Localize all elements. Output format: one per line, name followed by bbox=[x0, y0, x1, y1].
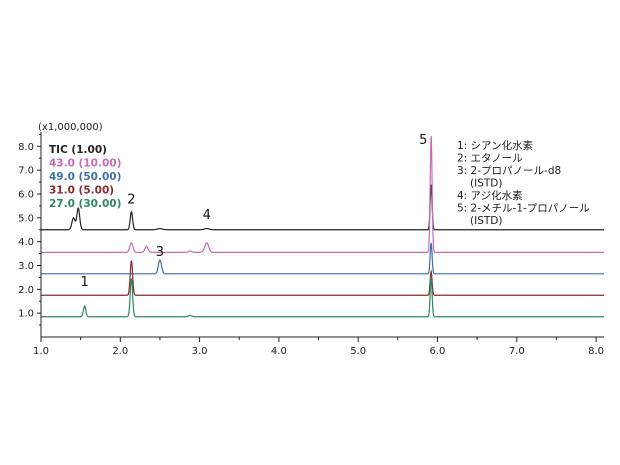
y-scale-label: (x1,000,000) bbox=[38, 122, 103, 133]
trace-1 bbox=[41, 136, 604, 253]
x-tick-label: 8.0 bbox=[588, 346, 604, 357]
x-tick-label: 7.0 bbox=[509, 346, 525, 357]
x-tick-label: 2.0 bbox=[112, 346, 128, 357]
annotation-line: 3: 2-プロパノール-d8 bbox=[457, 165, 561, 177]
y-tick-label: 5.0 bbox=[18, 213, 34, 224]
y-tick-label: 2.0 bbox=[18, 285, 34, 296]
legend: TIC (1.00) 43.0 (10.00)49.0 (50.00) 31.0 (… bbox=[49, 144, 121, 210]
x-tick-label: 6.0 bbox=[430, 346, 446, 357]
x-axis-ticks: 1.0 2.0 3.0 4.0 5.0 6.0 7.0 8.0 bbox=[33, 337, 604, 357]
annotation-line: 4: アジ化水素 bbox=[457, 189, 523, 202]
y-tick-label: 3.0 bbox=[18, 261, 34, 272]
peak-label: 4 bbox=[203, 208, 211, 223]
legend-entry: 43.0 (10.00) bbox=[49, 158, 121, 170]
x-tick-label: 4.0 bbox=[271, 346, 287, 357]
legend-entry: 49.0 (50.00) bbox=[49, 171, 121, 183]
chromatogram-traces bbox=[41, 136, 604, 318]
peak-label: 2 bbox=[127, 193, 135, 208]
y-tick-label: 1.0 bbox=[18, 309, 34, 320]
trace-3 bbox=[41, 260, 604, 296]
y-tick-label: 4.0 bbox=[18, 237, 34, 248]
legend-entry: TIC (1.00) bbox=[49, 144, 107, 156]
peak-labels: 1 2 3 4 5 bbox=[80, 133, 427, 290]
trace-2 bbox=[41, 242, 604, 275]
peak-label: 5 bbox=[419, 133, 427, 148]
y-tick-label: 7.0 bbox=[18, 166, 34, 177]
annotation-line: 2: エタノール bbox=[457, 153, 523, 165]
x-tick-label: 5.0 bbox=[350, 346, 366, 357]
annotation-line: (ISTD) bbox=[470, 178, 502, 190]
legend-entry: 31.0 (5.00) bbox=[49, 185, 114, 197]
annotation-line: 5: 2-メチル-1-プロパノール bbox=[457, 203, 590, 215]
y-tick-label: 6.0 bbox=[18, 189, 34, 200]
trace-4 bbox=[41, 277, 604, 318]
peak-label: 1 bbox=[80, 275, 88, 290]
trace-0 bbox=[41, 184, 604, 231]
y-tick-label: 8.0 bbox=[18, 142, 34, 153]
legend-entry: 27.0 (30.00) bbox=[49, 198, 121, 210]
x-tick-label: 1.0 bbox=[33, 346, 49, 357]
annotation-line: (ISTD) bbox=[470, 215, 502, 227]
peak-label: 3 bbox=[156, 245, 164, 260]
annotation-line: 1: シアン化水素 bbox=[457, 139, 533, 152]
y-axis-ticks: 1.0 2.0 3.0 4.0 5.0 6.0 7.0 8.0 bbox=[18, 133, 41, 326]
x-tick-label: 3.0 bbox=[192, 346, 208, 357]
